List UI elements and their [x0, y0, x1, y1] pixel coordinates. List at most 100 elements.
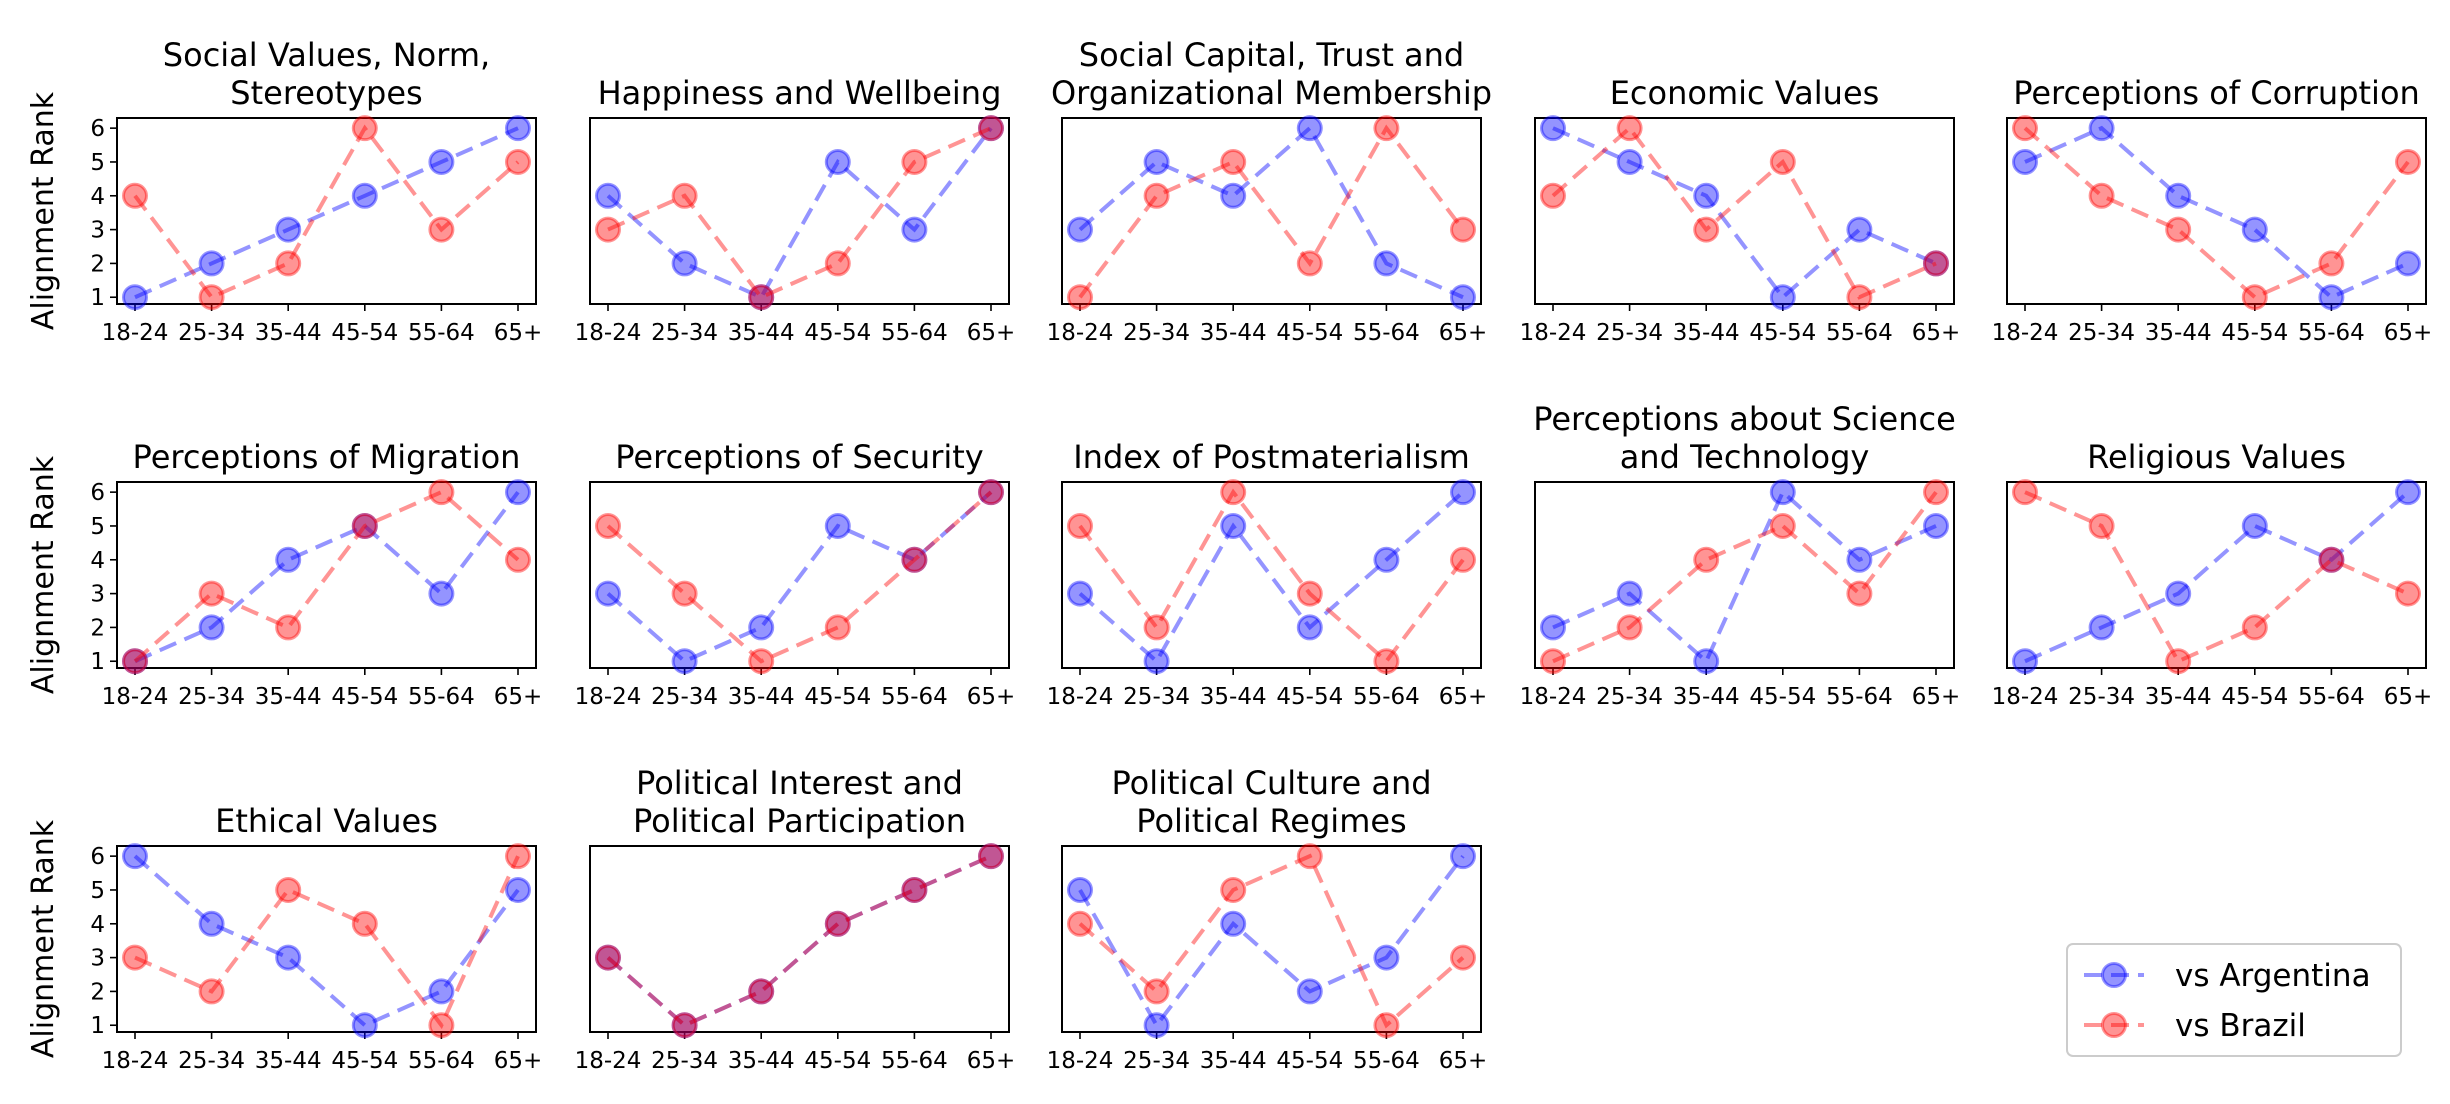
data-point [1143, 148, 1170, 175]
data-point [595, 944, 621, 971]
subplot-1: Social Values, Norm,Stereotypes 18-24 25-3… [26, 36, 542, 346]
x-tick-label: 45-54 [1276, 684, 1343, 710]
data-point [2165, 648, 2192, 675]
data-point [824, 148, 851, 175]
data-point [978, 115, 1004, 142]
x-tick-label: 18-24 [1520, 320, 1587, 346]
series-line-brazil [2024, 490, 2409, 664]
data-point [1923, 512, 1949, 539]
y-tick-label: 4 [90, 912, 105, 938]
axes-frame [116, 481, 537, 669]
legend-marker [2101, 962, 2127, 988]
data-point [748, 284, 775, 311]
data-point [122, 284, 148, 311]
subplot-title: and Technology [1620, 438, 1870, 476]
x-tick-label: 65+ [1439, 1048, 1488, 1074]
y-tick-label: 4 [90, 548, 105, 574]
data-point [1450, 944, 1476, 971]
data-point [1220, 512, 1247, 539]
axes-frame [589, 481, 1010, 669]
subplot-6: Perceptions of Migration 18-24 25-34 35-44 4… [26, 438, 542, 710]
data-point [978, 843, 1004, 870]
x-tick-label: 35-44 [255, 320, 322, 346]
data-point [1067, 876, 1093, 903]
legend-marker [2101, 1012, 2127, 1038]
x-tick-label: 65+ [967, 1048, 1016, 1074]
data-point [1540, 182, 1566, 209]
y-axis-label: Alignment Rank [26, 819, 61, 1058]
data-point [2241, 284, 2268, 311]
data-point [1296, 614, 1323, 641]
subplot-title: Perceptions about Science [1533, 400, 1956, 438]
data-point [1450, 216, 1476, 243]
data-point [2012, 479, 2038, 506]
series-line-argentina [1078, 125, 1464, 300]
data-point [2241, 216, 2268, 243]
data-point [1923, 479, 1949, 506]
data-point [824, 614, 851, 641]
x-tick-label: 35-44 [1673, 320, 1740, 346]
axes-frame [589, 845, 1010, 1033]
x-tick-label: 45-54 [1749, 320, 1816, 346]
y-tick-label: 6 [90, 844, 105, 870]
x-tick-label: 25-34 [2068, 320, 2135, 346]
y-tick-label: 1 [90, 1013, 105, 1039]
data-point [122, 944, 148, 971]
data-point [1143, 1012, 1170, 1039]
x-tick-label: 45-54 [1276, 1048, 1343, 1074]
x-tick-label: 25-34 [651, 684, 718, 710]
series-line-brazil [606, 490, 993, 664]
data-point [2012, 115, 2038, 142]
y-tick-label: 5 [90, 150, 105, 176]
series-line-brazil [133, 489, 520, 663]
data-point [505, 876, 531, 903]
data-point [2088, 182, 2115, 209]
data-point [1693, 182, 1720, 209]
x-tick-label: 35-44 [2145, 684, 2212, 710]
data-point [1846, 580, 1873, 607]
x-tick-label: 65+ [967, 320, 1016, 346]
data-point [428, 216, 455, 243]
series-line-argentina [134, 490, 520, 664]
data-point [671, 250, 698, 277]
x-tick-label: 45-54 [2221, 320, 2288, 346]
data-point [122, 648, 148, 675]
series-line-brazil [134, 855, 520, 1030]
data-point [198, 614, 225, 641]
x-tick-label: 25-34 [651, 1048, 718, 1074]
data-point [1693, 648, 1720, 675]
x-tick-label: 45-54 [804, 320, 871, 346]
data-point [2165, 216, 2192, 243]
x-tick-label: 55-64 [2298, 684, 2365, 710]
data-point [2088, 115, 2115, 142]
x-tick-label: 45-54 [804, 1048, 871, 1074]
x-tick-label: 35-44 [255, 684, 322, 710]
data-point [748, 614, 775, 641]
x-tick-label: 65+ [1912, 684, 1961, 710]
x-tick-label: 35-44 [728, 320, 795, 346]
subplot-title: Social Capital, Trust and [1079, 36, 1464, 74]
y-tick-label: 3 [90, 946, 105, 972]
data-point [1067, 284, 1093, 311]
x-tick-label: 18-24 [1992, 320, 2059, 346]
data-point [275, 216, 302, 243]
data-point [275, 944, 302, 971]
x-tick-label: 65+ [1439, 684, 1488, 710]
subplot-7: Perceptions of Security 18-24 25-34 35-44 45… [575, 438, 1016, 710]
data-point [2318, 284, 2345, 311]
x-tick-label: 25-34 [178, 1048, 245, 1074]
subplot-title: Stereotypes [230, 74, 422, 112]
data-point [198, 910, 225, 937]
data-point [505, 148, 531, 175]
data-point [275, 876, 302, 903]
x-tick-label: 55-64 [881, 320, 948, 346]
subplot-title: Ethical Values [215, 802, 438, 840]
data-point [1846, 284, 1873, 311]
data-point [1540, 115, 1566, 142]
data-point [2241, 512, 2268, 539]
data-point [2318, 546, 2345, 573]
data-point [1540, 648, 1566, 675]
data-point [2318, 250, 2345, 277]
x-tick-label: 35-44 [1200, 684, 1267, 710]
